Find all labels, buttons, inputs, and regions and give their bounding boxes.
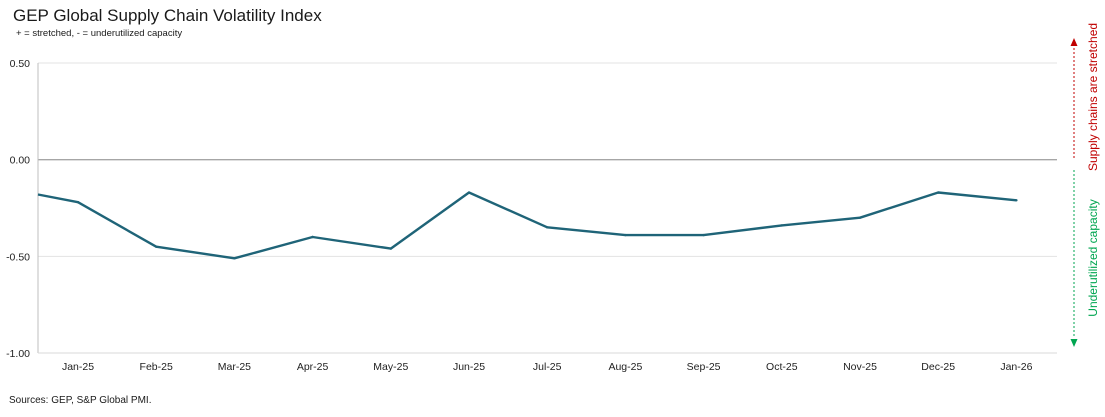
series-layer (37, 191, 1018, 260)
x-tick-label: Jun-25 (453, 361, 485, 373)
data-point (937, 191, 940, 194)
x-tick-label: Apr-25 (297, 361, 329, 373)
data-point (624, 233, 627, 237)
gridlines (38, 62, 1057, 354)
data-point (233, 257, 236, 260)
x-tick-label: Aug-25 (608, 361, 642, 373)
x-tick-label: Feb-25 (140, 361, 173, 373)
chart-title: GEP Global Supply Chain Volatility Index (13, 6, 322, 25)
x-tick-label: Sep-25 (687, 361, 721, 373)
stretched-arrow-head (1070, 38, 1078, 46)
data-point (858, 216, 862, 219)
stretched-annotation: Supply chains are stretched (1086, 23, 1100, 171)
x-axis: Jan-25 Feb-25 Mar-25 Apr-25 May-25 Jun-25 Jul-… (38, 352, 1057, 373)
side-annotations: Supply chains are stretched Underutilize… (1070, 23, 1100, 347)
underutilized-arrow-head (1070, 339, 1078, 347)
x-tick-label: Nov-25 (843, 361, 877, 373)
data-point (155, 245, 158, 248)
source-note: Sources: GEP, S&P Global PMI. (9, 395, 152, 406)
x-tick-label: Dec-25 (921, 361, 955, 373)
data-point (780, 224, 783, 227)
y-axis: 0.50 0.00 -0.50 -1.00 (6, 58, 39, 360)
underutilized-annotation: Underutilized capacity (1086, 199, 1100, 316)
chart-subtitle: + = stretched, - = underutilized capacit… (16, 28, 183, 39)
x-tick-label: Jan-25 (62, 361, 94, 373)
data-point (389, 247, 392, 250)
data-point (76, 201, 80, 204)
x-tick-label: May-25 (373, 361, 408, 373)
data-point (311, 235, 314, 239)
y-tick-label: 0.50 (10, 58, 31, 70)
data-point (1015, 199, 1018, 202)
y-tick-label: 0.00 (10, 155, 31, 167)
x-tick-label: Mar-25 (218, 361, 251, 373)
data-point (467, 191, 471, 194)
y-tick-label: -0.50 (6, 251, 30, 263)
x-tick-label: Jan-26 (1000, 361, 1032, 373)
data-point (702, 233, 705, 237)
y-tick-label: -1.00 (6, 348, 30, 360)
x-tick-label: Jul-25 (533, 361, 562, 373)
data-point (546, 226, 549, 229)
series-line (37, 191, 1017, 260)
x-tick-label: Oct-25 (766, 361, 798, 373)
